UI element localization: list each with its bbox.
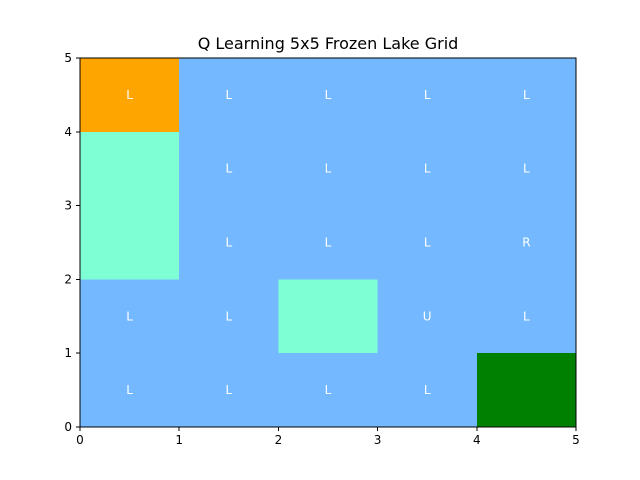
cell-action-label: L xyxy=(523,162,530,176)
y-tick-label: 4 xyxy=(64,125,72,139)
axes: 0 1 2 3 4 5 0 1 2 3 4 5 xyxy=(64,51,579,447)
cell-action-label: L xyxy=(424,383,431,397)
grid-cell-frozen xyxy=(179,131,279,206)
grid-cell-frozen xyxy=(476,205,576,280)
grid-cell-frozen xyxy=(179,279,279,354)
y-tick-label: 5 xyxy=(64,51,72,65)
cell-action-label: L xyxy=(424,162,431,176)
grid-cell-frozen xyxy=(377,279,477,354)
grid-cell-frozen xyxy=(476,279,576,354)
y-tick-label: 0 xyxy=(64,420,72,434)
x-tick-label: 2 xyxy=(275,433,283,447)
x-tick-label: 4 xyxy=(473,433,481,447)
cell-action-label: L xyxy=(225,309,232,323)
grid-cell-hole xyxy=(80,205,180,280)
grid-cell-frozen xyxy=(476,131,576,206)
cell-action-label: L xyxy=(126,383,133,397)
cell-action-label: L xyxy=(225,383,232,397)
cell-action-label: L xyxy=(225,88,232,102)
y-tick-label: 3 xyxy=(64,199,72,213)
cell-action-label: L xyxy=(225,162,232,176)
cell-action-label: L xyxy=(126,88,133,102)
cell-action-label: R xyxy=(522,236,530,250)
cell-action-label: L xyxy=(126,309,133,323)
grid-cell-frozen xyxy=(278,205,378,280)
x-tick-label: 3 xyxy=(374,433,382,447)
grid-cell-frozen xyxy=(179,353,279,427)
axes-frame xyxy=(79,57,577,428)
grid-cell-frozen xyxy=(179,58,279,132)
x-tick-label: 0 xyxy=(76,433,84,447)
grid-cell-frozen xyxy=(278,131,378,206)
grid-cell-frozen xyxy=(476,58,576,132)
x-tick-label: 1 xyxy=(175,433,183,447)
grid-cell-frozen xyxy=(278,58,378,132)
grid-cell-frozen xyxy=(377,58,477,132)
grid-cell-frozen xyxy=(278,353,378,427)
cell-action-label: L xyxy=(523,88,530,102)
grid-cell-frozen xyxy=(179,205,279,280)
cell-action-label: L xyxy=(424,236,431,250)
cell-action-label: L xyxy=(325,383,332,397)
grid-cell-frozen xyxy=(377,131,477,206)
x-tick-label: 5 xyxy=(572,433,580,447)
grid-cell-hole xyxy=(278,279,378,354)
grid-cell-frozen xyxy=(80,353,180,427)
grid-cell-start xyxy=(80,58,180,132)
cell-action-label: L xyxy=(325,88,332,102)
cell-action-label: L xyxy=(325,162,332,176)
cell-action-label: L xyxy=(523,309,530,323)
y-tick-label: 1 xyxy=(64,346,72,360)
chart-title: Q Learning 5x5 Frozen Lake Grid xyxy=(198,34,459,53)
cell-action-label: L xyxy=(225,236,232,250)
grid-cell-frozen xyxy=(377,353,477,427)
cell-action-label: L xyxy=(424,88,431,102)
plot-area xyxy=(80,58,576,427)
grid-cell-goal xyxy=(476,353,576,427)
cell-action-label: U xyxy=(423,309,432,323)
grid-cell-hole xyxy=(80,131,180,206)
cell-action-label: L xyxy=(325,236,332,250)
grid-cell-frozen xyxy=(377,205,477,280)
cell-labels: L L L L L L L L L L L L R L L U L L L L L xyxy=(126,88,530,397)
grid-cell-frozen xyxy=(80,279,180,354)
y-tick-label: 2 xyxy=(64,272,72,286)
